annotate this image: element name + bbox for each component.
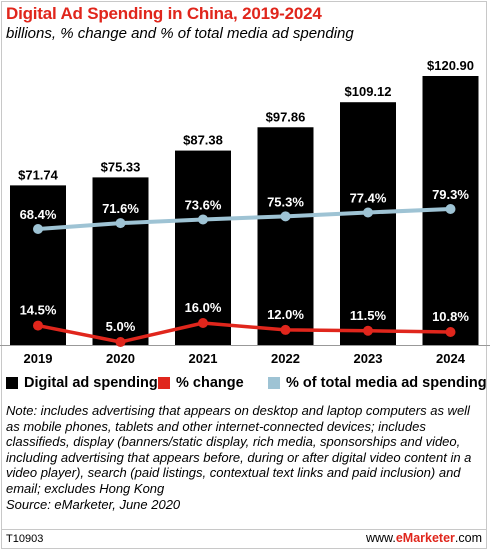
share-point-2022	[280, 211, 291, 222]
brand-suffix: .com	[454, 531, 482, 545]
bar-2021	[175, 150, 231, 345]
change-label-2023: 11.5%	[350, 308, 387, 323]
legend-item-change: % change	[158, 375, 244, 391]
source-text: Source: eMarketer, June 2020	[6, 496, 181, 512]
chart-id: T10903	[6, 533, 44, 545]
share-point-2019	[33, 224, 43, 234]
bar-label-2021: $87.38	[183, 133, 223, 148]
change-label-2022: 12.0%	[267, 307, 304, 322]
brand-prefix: www.	[365, 531, 396, 545]
x-tick-label-2023: 2023	[354, 351, 383, 366]
chart-plot: $71.74 $75.33 $87.38 $97.86 $109.12 $120.90 20…	[0, 58, 490, 366]
bar-label-2020: $75.33	[101, 159, 141, 174]
share-point-2024	[445, 204, 456, 214]
note-text: Note: includes advertising that appears …	[6, 403, 472, 496]
legend: Digital ad spending % change % of total …	[6, 373, 487, 393]
bar-label-2024: $120.90	[427, 58, 474, 73]
bar-2019	[10, 185, 66, 345]
share-label-2020: 71.6%	[102, 201, 139, 216]
change-point-2024	[445, 326, 456, 337]
legend-item-share: % of total media ad spending	[268, 375, 487, 391]
bar-label-2019: $71.74	[18, 167, 59, 182]
change-point-2023	[363, 325, 373, 336]
bar-2023	[340, 102, 396, 345]
x-tick-label-2021: 2021	[189, 351, 218, 366]
x-tick-label-2020: 2020	[106, 351, 135, 366]
bar-label-2022: $97.86	[266, 109, 306, 124]
brand-name: eMarketer	[395, 531, 455, 545]
x-tick-label-2024: 2024	[436, 351, 466, 366]
share-label-2023: 77.4%	[350, 190, 387, 205]
change-label-2021: 16.0%	[185, 300, 222, 315]
legend-label-change: % change	[176, 375, 244, 391]
x-tick-label-2022: 2022	[271, 351, 300, 366]
x-tick-label-2019: 2019	[24, 351, 53, 366]
share-point-2021	[198, 214, 208, 225]
change-line	[37, 321, 451, 344]
change-point-2021	[198, 318, 208, 328]
change-label-2020: 5.0%	[106, 319, 136, 334]
legend-label-share: % of total media ad spending	[286, 375, 487, 391]
share-point-2023	[363, 207, 373, 218]
change-point-2022	[280, 324, 291, 335]
legend-swatch-share	[268, 377, 280, 389]
legend-label-digital-ad-spending: Digital ad spending	[24, 375, 158, 391]
brand-link[interactable]: www.eMarketer.com	[366, 531, 482, 545]
share-label-2021: 73.6%	[185, 197, 222, 212]
share-point-2020	[115, 218, 126, 229]
change-point-2020	[115, 337, 126, 347]
share-label-2024: 79.3%	[432, 187, 469, 202]
chart-note: Note: includes advertising that appears …	[6, 403, 484, 512]
footer-divider	[1, 529, 487, 530]
bar-label-2023: $109.12	[345, 84, 392, 99]
legend-swatch-change	[158, 377, 170, 389]
legend-swatch-bars	[6, 377, 18, 389]
share-label-2022: 75.3%	[267, 194, 304, 209]
bar-2022	[257, 127, 314, 346]
change-point-2019	[33, 320, 43, 331]
change-label-2024: 10.8%	[432, 309, 469, 324]
chart-title: Digital Ad Spending in China, 2019-2024	[6, 4, 322, 23]
share-line	[37, 207, 451, 231]
change-label-2019: 14.5%	[20, 303, 57, 318]
legend-item-digital-ad-spending: Digital ad spending	[6, 375, 158, 391]
chart-subtitle: billions, % change and % of total media …	[6, 25, 354, 42]
bar-2020	[92, 177, 149, 345]
share-label-2019: 68.4%	[20, 207, 57, 222]
